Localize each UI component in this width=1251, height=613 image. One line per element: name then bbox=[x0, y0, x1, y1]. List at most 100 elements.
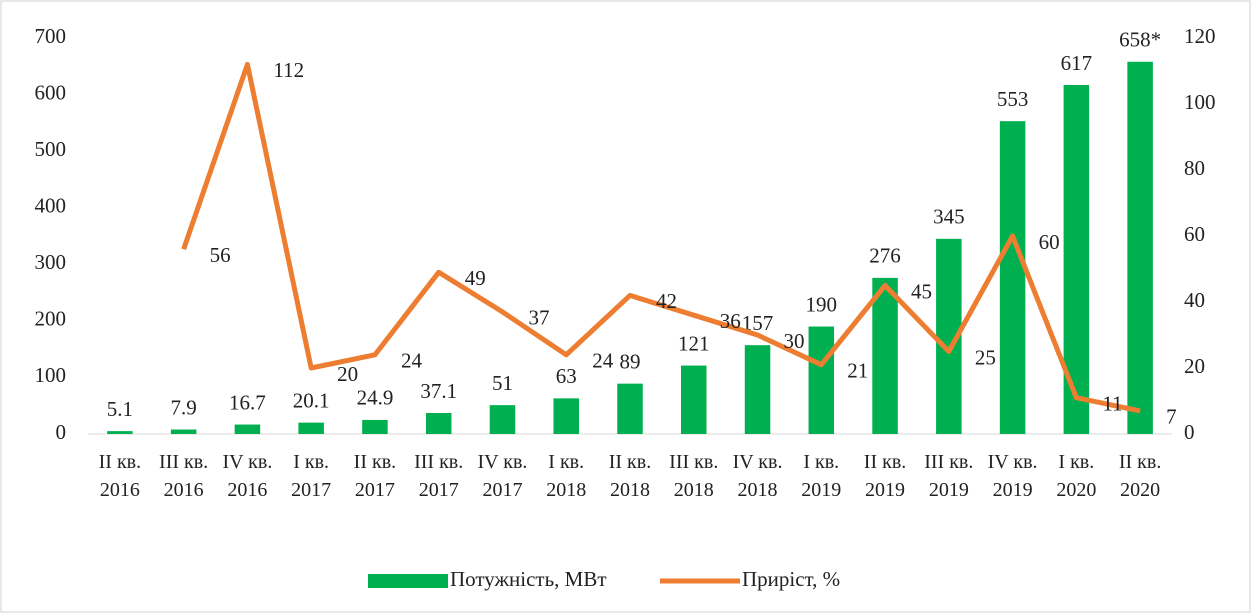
x-tick-label-box: III кв. 2019 bbox=[924, 451, 974, 501]
x-tick-label: I кв. 2017 bbox=[291, 451, 332, 501]
bar bbox=[681, 365, 707, 434]
bar-value-label: 89 bbox=[620, 349, 641, 373]
x-tick-label-box: III кв. 2017 bbox=[414, 451, 464, 501]
bar bbox=[234, 424, 261, 434]
x-tick-label-box: II кв. 2016 bbox=[98, 451, 142, 501]
y2-tick-label: 60 bbox=[1184, 222, 1205, 246]
y-tick-label: 100 bbox=[35, 363, 67, 387]
y2-tick-label: 80 bbox=[1184, 156, 1205, 180]
bar bbox=[425, 413, 452, 434]
line-value-label: 21 bbox=[847, 359, 868, 383]
y2-tick-label: 120 bbox=[1184, 24, 1216, 48]
legend-label: Приріст, % bbox=[742, 567, 840, 591]
x-tick-label-box: IV кв. 2019 bbox=[987, 451, 1038, 501]
bar bbox=[617, 383, 643, 434]
y-tick-label: 200 bbox=[35, 307, 67, 331]
bar-value-label: 617 bbox=[1061, 51, 1093, 75]
bar-value-label: 121 bbox=[678, 331, 710, 355]
line-value-label: 25 bbox=[975, 345, 996, 369]
bar bbox=[362, 419, 388, 434]
x-tick-label-box: II кв. 2020 bbox=[1118, 451, 1162, 501]
line-value-label: 60 bbox=[1039, 230, 1060, 254]
bar bbox=[489, 405, 516, 434]
bar-value-label: 553 bbox=[997, 87, 1029, 111]
x-tick-label-box: III кв. 2018 bbox=[669, 451, 719, 501]
line-value-label: 20 bbox=[337, 362, 358, 386]
y-tick-label: 400 bbox=[35, 194, 67, 218]
x-tick-label-box: IV кв. 2017 bbox=[477, 451, 528, 501]
x-tick-label: II кв. 2020 bbox=[1118, 451, 1162, 501]
legend-swatch bbox=[368, 574, 448, 588]
line-value-label: 30 bbox=[784, 329, 805, 353]
line-value-label: 24 bbox=[592, 349, 614, 373]
bar-value-label: 24.9 bbox=[357, 386, 394, 410]
line-value-label: 42 bbox=[656, 289, 677, 313]
bar bbox=[170, 429, 197, 434]
line-value-label: 37 bbox=[528, 306, 549, 330]
x-tick-label: I кв. 2020 bbox=[1056, 451, 1097, 501]
bar bbox=[999, 121, 1026, 434]
x-tick-label: IV кв. 2019 bbox=[987, 451, 1038, 501]
x-tick-label-box: II кв. 2018 bbox=[608, 451, 652, 501]
x-tick-label: IV кв. 2016 bbox=[222, 451, 273, 501]
line-value-label: 49 bbox=[465, 266, 486, 290]
bar-value-label: 63 bbox=[556, 364, 577, 388]
bar-value-label: 658* bbox=[1119, 28, 1161, 52]
bar-value-label: 16.7 bbox=[229, 390, 266, 414]
x-tick-label: III кв. 2016 bbox=[159, 451, 209, 501]
x-tick-label-box: I кв. 2017 bbox=[291, 451, 332, 501]
legend-label: Потужність, МВт bbox=[450, 567, 607, 591]
bar bbox=[553, 398, 579, 434]
y2-tick-label: 100 bbox=[1184, 90, 1216, 114]
line-value-label: 7 bbox=[1166, 405, 1177, 429]
y2-tick-label: 40 bbox=[1184, 288, 1205, 312]
bar bbox=[107, 431, 133, 434]
x-tick-label-box: I кв. 2020 bbox=[1056, 451, 1097, 501]
x-tick-label-box: IV кв. 2016 bbox=[222, 451, 273, 501]
x-tick-label: IV кв. 2018 bbox=[732, 451, 783, 501]
bar-value-label: 51 bbox=[492, 371, 513, 395]
x-tick-label: II кв. 2019 bbox=[863, 451, 907, 501]
x-tick-label: I кв. 2019 bbox=[801, 451, 842, 501]
line-value-label: 36 bbox=[720, 309, 741, 333]
x-tick-label-box: IV кв. 2018 bbox=[732, 451, 783, 501]
x-tick-label: II кв. 2016 bbox=[98, 451, 142, 501]
bar bbox=[872, 277, 898, 434]
x-tick-label: III кв. 2019 bbox=[924, 451, 974, 501]
y2-tick-label: 20 bbox=[1184, 354, 1205, 378]
y-tick-label: 300 bbox=[35, 250, 67, 274]
bar-value-label: 37.1 bbox=[420, 379, 457, 403]
y-tick-label: 0 bbox=[56, 420, 67, 444]
bar-value-label: 5.1 bbox=[107, 397, 133, 421]
x-tick-label-box: II кв. 2017 bbox=[353, 451, 397, 501]
line-value-label: 45 bbox=[911, 279, 932, 303]
x-tick-label: III кв. 2017 bbox=[414, 451, 464, 501]
y-tick-label: 600 bbox=[35, 80, 67, 104]
x-tick-label-box: I кв. 2018 bbox=[546, 451, 587, 501]
y-tick-label: 500 bbox=[35, 137, 67, 161]
line-value-label: 56 bbox=[210, 243, 231, 267]
x-tick-label: II кв. 2017 bbox=[353, 451, 397, 501]
x-tick-label-box: III кв. 2016 bbox=[159, 451, 209, 501]
bar bbox=[808, 326, 835, 434]
line-value-label: 24 bbox=[401, 349, 423, 373]
x-tick-label: III кв. 2018 bbox=[669, 451, 719, 501]
y-tick-label: 700 bbox=[35, 24, 67, 48]
bar-value-label: 345 bbox=[933, 205, 965, 229]
bar-value-label: 7.9 bbox=[171, 395, 197, 419]
x-tick-label-box: II кв. 2019 bbox=[863, 451, 907, 501]
bar bbox=[744, 345, 771, 434]
x-tick-label: IV кв. 2017 bbox=[477, 451, 528, 501]
line-value-label: 112 bbox=[273, 58, 304, 82]
line bbox=[181, 61, 1141, 414]
line-value-label: 11 bbox=[1102, 392, 1122, 416]
bar-value-label: 276 bbox=[869, 244, 901, 268]
x-tick-label: I кв. 2018 bbox=[546, 451, 587, 501]
bar-value-label: 190 bbox=[806, 292, 838, 316]
x-tick-label: II кв. 2018 bbox=[608, 451, 652, 501]
x-tick-label-box: I кв. 2019 bbox=[801, 451, 842, 501]
bar-value-label: 20.1 bbox=[293, 388, 330, 412]
y2-tick-label: 0 bbox=[1184, 420, 1195, 444]
bar bbox=[1127, 61, 1153, 434]
